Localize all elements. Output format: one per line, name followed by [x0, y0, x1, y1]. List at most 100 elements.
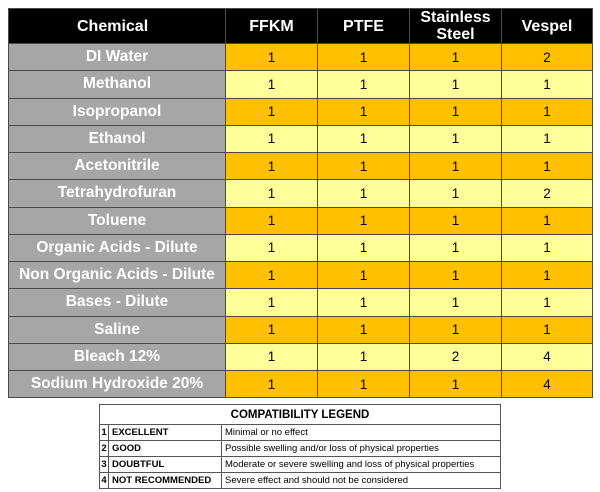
header-row: Chemical FFKM PTFE Stainless Steel Vespe…	[8, 8, 593, 44]
table-row: Methanol 1 1 1 1	[8, 70, 593, 99]
rating-cell: 1	[317, 233, 410, 263]
rating-cell: 1	[225, 42, 318, 72]
legend-description: Minimal or no effect	[221, 424, 501, 441]
chemical-name-cell: Isopropanol	[8, 97, 226, 126]
rating-cell: 1	[409, 369, 502, 399]
rating-cell: 1	[409, 179, 502, 208]
rating-cell: 2	[501, 42, 593, 72]
header-ptfe: PTFE	[317, 8, 410, 44]
rating-cell: 1	[225, 260, 318, 290]
rating-cell: 1	[501, 70, 593, 99]
rating-cell: 1	[225, 315, 318, 344]
rating-cell: 2	[409, 342, 502, 372]
rating-cell: 1	[225, 151, 318, 181]
table-row: Acetonitrile 1 1 1 1	[8, 151, 593, 181]
rating-cell: 1	[409, 288, 502, 317]
chemical-name-cell: Organic Acids - Dilute	[8, 233, 226, 263]
rating-cell: 1	[501, 124, 593, 154]
legend-label: GOOD	[108, 440, 222, 457]
rating-cell: 1	[409, 233, 502, 263]
table-row: DI Water 1 1 1 2	[8, 42, 593, 72]
rating-cell: 1	[501, 233, 593, 263]
rating-cell: 1	[409, 151, 502, 181]
rating-cell: 1	[225, 288, 318, 317]
rating-cell: 1	[317, 342, 410, 372]
rating-cell: 1	[317, 288, 410, 317]
rating-cell: 1	[225, 206, 318, 235]
rating-cell: 4	[501, 369, 593, 399]
legend-label: EXCELLENT	[108, 424, 222, 441]
legend-number: 4	[99, 472, 109, 489]
header-vespel: Vespel	[501, 8, 593, 44]
table-row: Non Organic Acids - Dilute 1 1 1 1	[8, 260, 593, 290]
rating-cell: 1	[225, 97, 318, 126]
table-row: Bleach 12% 1 1 2 4	[8, 342, 593, 372]
rating-cell: 1	[501, 288, 593, 317]
header-chemical: Chemical	[8, 8, 226, 44]
compatibility-legend: COMPATIBILITY LEGEND 1 EXCELLENT Minimal o…	[99, 404, 501, 489]
rating-cell: 1	[409, 124, 502, 154]
rating-cell: 4	[501, 342, 593, 372]
header-ffkm: FFKM	[225, 8, 318, 44]
legend-title-row: COMPATIBILITY LEGEND	[99, 404, 501, 425]
rating-cell: 1	[317, 315, 410, 344]
rating-cell: 1	[317, 260, 410, 290]
table-row: Toluene 1 1 1 1	[8, 206, 593, 235]
table-row: Ethanol 1 1 1 1	[8, 124, 593, 154]
rating-cell: 1	[409, 70, 502, 99]
chemical-name-cell: DI Water	[8, 42, 226, 72]
legend-row: 2 GOOD Possible swelling and/or loss of ph…	[99, 440, 501, 457]
chemical-name-cell: Non Organic Acids - Dilute	[8, 260, 226, 290]
legend-number: 3	[99, 456, 109, 473]
rating-cell: 1	[501, 151, 593, 181]
table-row: Sodium Hydroxide 20% 1 1 1 4	[8, 369, 593, 399]
rating-cell: 1	[317, 369, 410, 399]
rating-cell: 1	[317, 70, 410, 99]
legend-description: Moderate or severe swelling and loss of …	[221, 456, 501, 473]
rating-cell: 1	[317, 206, 410, 235]
table-header: Chemical FFKM PTFE Stainless Steel Vespe…	[8, 8, 593, 44]
chemical-name-cell: Bases - Dilute	[8, 288, 226, 317]
rating-cell: 1	[409, 42, 502, 72]
legend-body: 1 EXCELLENT Minimal or no effect 2 GOOD Possi…	[99, 424, 501, 489]
chemical-name-cell: Acetonitrile	[8, 151, 226, 181]
rating-cell: 1	[225, 342, 318, 372]
rating-cell: 1	[225, 124, 318, 154]
chemical-name-cell: Toluene	[8, 206, 226, 235]
rating-cell: 1	[409, 260, 502, 290]
rating-cell: 1	[409, 315, 502, 344]
table-row: Tetrahydrofuran 1 1 1 2	[8, 179, 593, 208]
legend-label: DOUBTFUL	[108, 456, 222, 473]
rating-cell: 2	[501, 179, 593, 208]
chemical-name-cell: Sodium Hydroxide 20%	[8, 369, 226, 399]
legend-description: Severe effect and should not be consider…	[221, 472, 501, 489]
rating-cell: 1	[501, 206, 593, 235]
legend-title: COMPATIBILITY LEGEND	[99, 404, 501, 425]
rating-cell: 1	[501, 315, 593, 344]
table-row: Saline 1 1 1 1	[8, 315, 593, 344]
legend-description: Possible swelling and/or loss of physica…	[221, 440, 501, 457]
rating-cell: 1	[317, 42, 410, 72]
table-body: DI Water 1 1 1 2 Methanol 1 1 1 1 Isopropanol 1 1 1 1 E…	[8, 42, 593, 399]
rating-cell: 1	[317, 151, 410, 181]
table-row: Isopropanol 1 1 1 1	[8, 97, 593, 126]
rating-cell: 1	[225, 179, 318, 208]
legend-number: 1	[99, 424, 109, 441]
legend-number: 2	[99, 440, 109, 457]
legend-row: 1 EXCELLENT Minimal or no effect	[99, 424, 501, 441]
rating-cell: 1	[225, 369, 318, 399]
chemical-name-cell: Ethanol	[8, 124, 226, 154]
rating-cell: 1	[317, 179, 410, 208]
legend-row: 4 NOT RECOMMENDED Severe effect and should…	[99, 472, 501, 489]
chemical-name-cell: Tetrahydrofuran	[8, 179, 226, 208]
rating-cell: 1	[409, 97, 502, 126]
header-stainless-steel: Stainless Steel	[409, 8, 502, 44]
rating-cell: 1	[225, 70, 318, 99]
legend-row: 3 DOUBTFUL Moderate or severe swelling and…	[99, 456, 501, 473]
rating-cell: 1	[225, 233, 318, 263]
table-row: Bases - Dilute 1 1 1 1	[8, 288, 593, 317]
rating-cell: 1	[409, 206, 502, 235]
rating-cell: 1	[317, 97, 410, 126]
header-stainless-steel-label: Stainless Steel	[420, 9, 491, 43]
rating-cell: 1	[501, 97, 593, 126]
